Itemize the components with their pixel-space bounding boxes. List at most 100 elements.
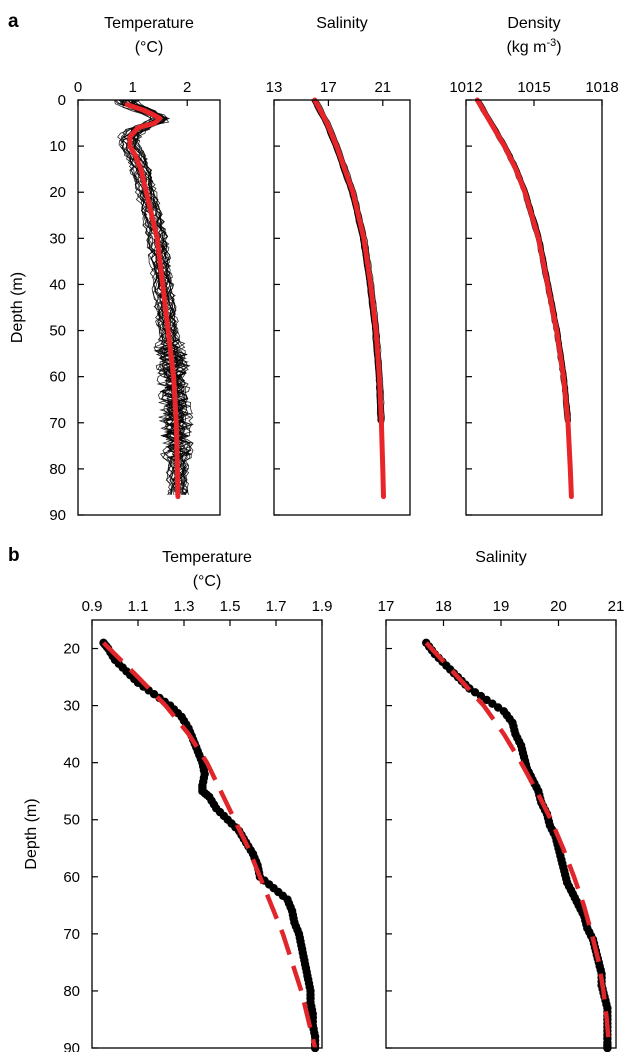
x-tick-label: 1.7 [266, 598, 287, 615]
profile-line [475, 99, 572, 495]
observation-point [296, 937, 305, 946]
observation-point [305, 982, 314, 992]
plot-frame [77, 99, 221, 516]
profile-line [477, 99, 572, 495]
chart-1: Temperature(°C)0 1 20102030405060708090Dep… [9, 15, 221, 524]
profile-line [480, 99, 574, 495]
observation-point [219, 811, 229, 821]
profile-line [479, 99, 573, 495]
plot-frame [91, 619, 323, 1049]
chart-3: Density (kg m-3) 1012 1015 1018 [449, 15, 619, 516]
mean-profile-line [312, 97, 386, 500]
x-tick-label: 1015 [517, 79, 550, 96]
profile-line [475, 99, 571, 495]
observation-point [202, 790, 212, 800]
y-tick-label: 20 [49, 184, 66, 201]
profile-line [132, 99, 192, 495]
profile-line [475, 99, 572, 495]
observation-point [515, 737, 524, 746]
observation-point [293, 925, 302, 935]
observation-point [278, 891, 288, 900]
observation-point [505, 714, 514, 724]
y-tick-label: 40 [63, 755, 80, 772]
x-tick-label: 18 [435, 598, 452, 615]
y-tick-label: 10 [49, 138, 66, 155]
profile-line [474, 99, 571, 495]
x-tick-label: 13 [266, 79, 283, 96]
profile-line [477, 99, 572, 495]
observation-point [510, 726, 519, 735]
observation-point [209, 800, 219, 809]
observation-point [572, 897, 581, 906]
x-tick-label: 17 [378, 598, 395, 615]
observation-point [298, 948, 307, 958]
observation-point [559, 863, 568, 872]
profile-line [118, 99, 179, 495]
profile-line [477, 99, 572, 495]
mean-profile-line [124, 102, 181, 500]
observation-point [173, 709, 183, 718]
y-axis-title: Depth (m) [23, 798, 40, 869]
axis-unit: (kg m-3) [506, 37, 561, 56]
observation-point [493, 703, 503, 712]
profile-line [478, 99, 573, 495]
panel-b-letter: b [8, 545, 20, 566]
profile-line [475, 99, 571, 495]
profile-line [475, 99, 572, 495]
plots-layer: Temperature(°C)0 1 20102030405060708090Dep… [9, 15, 624, 1052]
x-tick-label: 19 [493, 598, 510, 615]
profile-line [477, 99, 573, 495]
y-tick-label: 0 [58, 92, 66, 109]
y-tick-label: 90 [63, 1040, 80, 1052]
y-tick-label: 30 [63, 698, 80, 715]
observation-point [306, 994, 315, 1003]
profile-line [474, 99, 571, 495]
y-tick-label: 30 [49, 230, 66, 247]
plot-frame [385, 619, 617, 1049]
profile-line [117, 99, 179, 495]
x-tick-label: 20 [550, 598, 567, 615]
observation-point [199, 766, 209, 775]
observation-point [566, 885, 576, 895]
x-tick-label: 1012 [449, 79, 482, 96]
x-tick-label: 1.3 [174, 598, 195, 615]
profile-line [474, 99, 572, 495]
observation-point [118, 663, 127, 672]
profile-line [478, 99, 573, 495]
profile-line [476, 99, 572, 495]
x-tick-label: 1018 [585, 79, 618, 96]
profile-line [476, 99, 572, 495]
axis-title: Temperature [162, 549, 252, 566]
profile-line [317, 99, 386, 495]
x-tick-label: 1.9 [312, 598, 333, 615]
observation-point [303, 971, 312, 980]
observation-point [264, 880, 274, 889]
y-tick-label: 50 [49, 323, 66, 340]
x-tick-label: 21 [374, 79, 391, 96]
observation-point [603, 1041, 612, 1051]
y-tick-label: 20 [63, 641, 80, 658]
observation-point [556, 851, 565, 861]
observation-point [307, 1005, 317, 1015]
plot-frame [273, 99, 411, 516]
axis-unit: (°C) [193, 573, 222, 590]
y-tick-label: 60 [63, 869, 80, 886]
observation-point [289, 914, 298, 923]
fit-line [101, 641, 318, 1049]
axis-title: Density [507, 15, 560, 32]
profile-line [476, 99, 572, 495]
x-tick-label: 21 [608, 598, 625, 615]
profile-line [475, 99, 572, 495]
axis-unit: (°C) [135, 39, 164, 56]
observation-point [562, 874, 571, 883]
y-tick-label: 70 [63, 926, 80, 943]
profile-line [478, 99, 573, 495]
observation-point [544, 817, 554, 826]
profile-line [475, 99, 571, 495]
x-tick-label: 1.1 [128, 598, 149, 615]
y-tick-label: 90 [49, 507, 66, 524]
fit-line [424, 641, 612, 1049]
x-tick-label: 1.5 [220, 598, 241, 615]
axis-title: Salinity [475, 549, 527, 566]
